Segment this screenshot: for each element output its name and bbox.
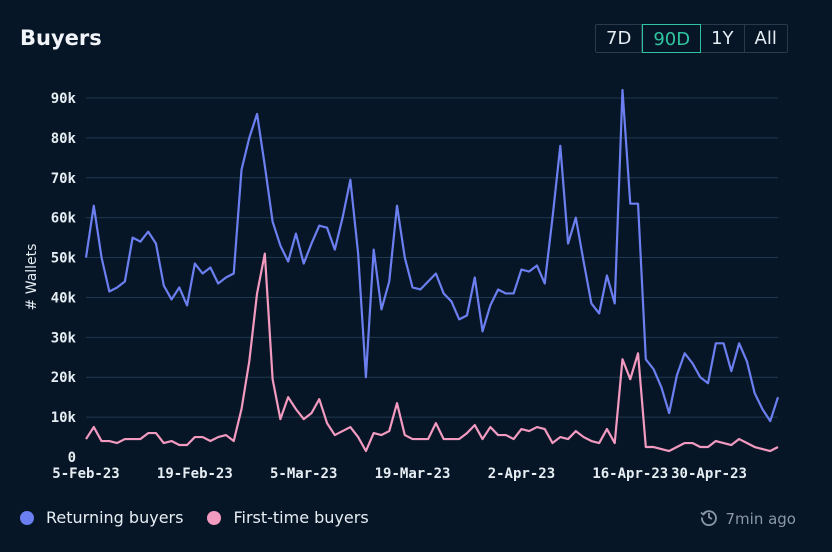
series-line-first-time <box>85 252 779 453</box>
x-tick-label: 5-Mar-23 <box>270 466 337 482</box>
y-tick-label: 0 <box>68 450 76 466</box>
x-tick-label: 2-Apr-23 <box>488 466 555 482</box>
x-tick-label: 19-Feb-23 <box>157 466 233 482</box>
history-clock-icon <box>699 508 718 530</box>
y-tick-label: 70k <box>51 171 77 187</box>
x-tick-label: 19-Mar-23 <box>375 466 451 482</box>
y-tick-label: 80k <box>51 131 77 147</box>
range-1y-button[interactable]: 1Y <box>701 25 745 52</box>
x-tick-label: 5-Feb-23 <box>52 466 119 482</box>
x-tick-label: 30-Apr-23 <box>671 466 747 482</box>
y-tick-label: 20k <box>51 370 77 386</box>
y-tick-label: 50k <box>51 251 77 267</box>
range-7d-button[interactable]: 7D <box>596 25 643 52</box>
grid-lines <box>86 97 778 418</box>
range-all-button[interactable]: All <box>754 28 777 49</box>
last-updated-text: 7min ago <box>725 510 797 528</box>
y-tick-label: 40k <box>51 290 77 306</box>
line-chart: 0 10k 20k 30k 40k 50k 60k 70k 80k 90k 5-Feb-23 19-… <box>24 88 780 482</box>
y-axis-label: # Wallets <box>24 244 40 311</box>
last-updated: 7min ago <box>699 508 797 530</box>
y-axis-ticks: 0 10k 20k 30k 40k 50k 60k 70k 80k 90k <box>51 91 77 466</box>
time-range-selector: 7D 90D 1Y All <box>595 24 788 53</box>
y-tick-label: 60k <box>51 211 77 227</box>
legend-dot-returning <box>20 510 34 525</box>
series-lines <box>84 88 780 453</box>
legend-item-returning[interactable]: Returning buyers <box>20 508 183 527</box>
y-tick-label: 30k <box>51 330 77 346</box>
series-line-returning <box>84 88 780 423</box>
x-tick-label: 16-Apr-23 <box>592 466 668 482</box>
range-90d-button[interactable]: 90D <box>642 24 702 53</box>
legend-label-returning: Returning buyers <box>46 508 184 527</box>
legend-item-first-time[interactable]: First-time buyers <box>207 508 369 527</box>
legend-dot-first-time <box>207 510 222 525</box>
chart-title: Buyers <box>20 26 102 50</box>
x-axis-ticks: 5-Feb-23 19-Feb-23 5-Mar-23 19-Mar-23 2-Apr-… <box>52 466 747 482</box>
legend-label-first-time: First-time buyers <box>233 508 369 527</box>
y-tick-label: 10k <box>51 410 77 426</box>
y-tick-label: 90k <box>51 91 77 107</box>
legend: Returning buyers First-time buyers <box>20 508 393 527</box>
